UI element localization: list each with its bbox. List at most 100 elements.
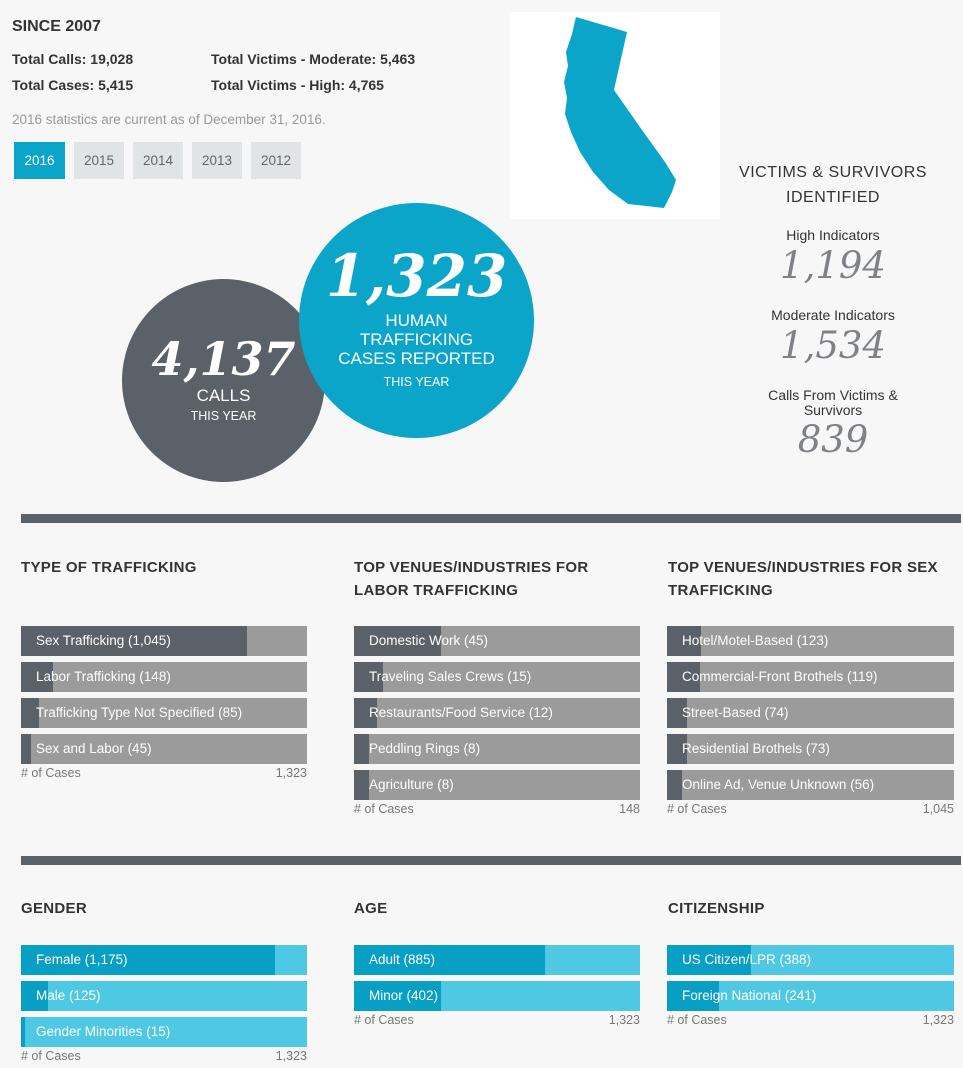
bar-row: Traveling Sales Crews (15) bbox=[354, 662, 640, 692]
bar-row: Sex Trafficking (1,045) bbox=[21, 626, 307, 656]
bar-fill bbox=[667, 981, 719, 1011]
bar-fill bbox=[354, 698, 377, 728]
total-cases: Total Cases: 5,415 bbox=[12, 77, 134, 93]
bar-fill bbox=[21, 981, 48, 1011]
axis-label: # of Cases bbox=[21, 1049, 81, 1063]
bar-label: Agriculture (8) bbox=[369, 777, 454, 792]
bar-row: Male (125) bbox=[21, 981, 307, 1011]
bar-fill bbox=[354, 770, 369, 800]
bar-fill bbox=[354, 734, 369, 764]
bar-fill bbox=[667, 734, 687, 764]
cases-label-line3: CASES REPORTED bbox=[338, 349, 495, 368]
bar-fill bbox=[21, 945, 275, 975]
type-of-trafficking-title: TYPE OF TRAFFICKING bbox=[21, 559, 197, 576]
tab-year-2012[interactable]: 2012 bbox=[251, 142, 301, 179]
bar-label: Sex Trafficking (1,045) bbox=[36, 633, 171, 648]
bar-label: Labor Trafficking (148) bbox=[36, 669, 171, 684]
bar-row: Domestic Work (45) bbox=[354, 626, 640, 656]
bar-label: Trafficking Type Not Specified (85) bbox=[36, 705, 243, 720]
bar-row: Residential Brothels (73) bbox=[667, 734, 954, 764]
sex-venues-title-line2: TRAFFICKING bbox=[668, 582, 773, 599]
tab-year-2013[interactable]: 2013 bbox=[192, 142, 242, 179]
axis-max-label: 148 bbox=[619, 802, 640, 816]
axis-max-label: 1,323 bbox=[275, 766, 307, 780]
bar-fill bbox=[667, 698, 687, 728]
labor-venues-title-line2: LABOR TRAFFICKING bbox=[354, 582, 519, 599]
bar-fill bbox=[667, 662, 700, 692]
cases-label-line1: HUMAN bbox=[385, 311, 448, 330]
since-title: SINCE 2007 bbox=[12, 18, 101, 35]
victim-calls-label-line1: Calls From Victims & bbox=[768, 387, 898, 403]
bar-label: Peddling Rings (8) bbox=[369, 741, 481, 756]
bar-label: Minor (402) bbox=[369, 988, 439, 1003]
bar-fill bbox=[21, 734, 31, 764]
california-map bbox=[510, 12, 720, 219]
tab-year-2015[interactable]: 2015 bbox=[74, 142, 124, 179]
victim-calls-label-line2: Survivors bbox=[803, 402, 863, 418]
bar-fill bbox=[667, 626, 701, 656]
axis-max-label: 1,045 bbox=[922, 802, 954, 816]
sex-venues-title: TOP VENUES/INDUSTRIES FOR SEX TRAFFICKIN… bbox=[668, 556, 938, 602]
axis-label: # of Cases bbox=[354, 802, 414, 816]
bar-label: Sex and Labor (45) bbox=[36, 741, 152, 756]
bar-label: Hotel/Motel-Based (123) bbox=[682, 633, 829, 648]
bar-row: Trafficking Type Not Specified (85) bbox=[21, 698, 307, 728]
bar-fill bbox=[21, 1017, 25, 1047]
california-shape-icon bbox=[564, 17, 676, 208]
bar-row: Restaurants/Food Service (12) bbox=[354, 698, 640, 728]
gender-title: GENDER bbox=[21, 900, 87, 917]
victim-calls-label: Calls From Victims & Survivors bbox=[730, 388, 936, 418]
victims-title: VICTIMS & SURVIVORS IDENTIFIED bbox=[730, 160, 936, 210]
axis-max-label: 1,323 bbox=[608, 1013, 640, 1027]
bar-label: Residential Brothels (73) bbox=[682, 741, 830, 756]
axis-label: # of Cases bbox=[354, 1013, 414, 1027]
calls-number: 4,137 bbox=[151, 332, 296, 386]
bar-row: Female (1,175) bbox=[21, 945, 307, 975]
bar-label: Female (1,175) bbox=[36, 952, 128, 967]
bar-fill bbox=[354, 662, 383, 692]
cases-circle: 1,323 HUMAN TRAFFICKING CASES REPORTED T… bbox=[299, 203, 534, 438]
calls-circle: 4,137 CALLS THIS YEAR bbox=[122, 279, 325, 482]
calls-label: CALLS bbox=[196, 386, 251, 405]
tab-year-2014[interactable]: 2014 bbox=[133, 142, 183, 179]
bar-label: Restaurants/Food Service (12) bbox=[369, 705, 553, 720]
axis-label: # of Cases bbox=[667, 1013, 727, 1027]
bar-label: Online Ad, Venue Unknown (56) bbox=[682, 777, 875, 792]
bar-row: Gender Minorities (15) bbox=[21, 1017, 307, 1047]
stats-note: 2016 statistics are current as of Decemb… bbox=[12, 112, 326, 127]
bar-fill bbox=[21, 626, 247, 656]
bar-row: Agriculture (8) bbox=[354, 770, 640, 800]
cases-number: 1,323 bbox=[325, 242, 508, 310]
bar-label: Male (125) bbox=[36, 988, 101, 1003]
total-calls: Total Calls: 19,028 bbox=[12, 51, 134, 67]
total-victims-moderate: Total Victims - Moderate: 5,463 bbox=[211, 51, 416, 67]
cases-label-line2: TRAFFICKING bbox=[359, 330, 474, 349]
bar-label: Commercial-Front Brothels (119) bbox=[682, 669, 878, 684]
axis-max-label: 1,323 bbox=[275, 1049, 307, 1063]
high-indicators-value: 1,194 bbox=[780, 244, 886, 287]
bar-fill bbox=[667, 770, 682, 800]
bar-row: Street-Based (74) bbox=[667, 698, 954, 728]
bar-fill bbox=[354, 981, 441, 1011]
bar-row: Sex and Labor (45) bbox=[21, 734, 307, 764]
section-divider bbox=[21, 514, 961, 523]
bar-row: US Citizen/LPR (388) bbox=[667, 945, 954, 975]
axis-max-label: 1,323 bbox=[922, 1013, 954, 1027]
labor-venues-title-line1: TOP VENUES/INDUSTRIES FOR bbox=[354, 559, 589, 576]
year-tabs: 2016 2015 2014 2013 2012 bbox=[14, 142, 301, 179]
victims-title-line1: VICTIMS & SURVIVORS bbox=[739, 164, 927, 181]
bar-row: Hotel/Motel-Based (123) bbox=[667, 626, 954, 656]
bar-label: Domestic Work (45) bbox=[369, 633, 489, 648]
axis-label: # of Cases bbox=[667, 802, 727, 816]
high-indicators-label: High Indicators bbox=[786, 227, 880, 243]
bar-label: Foreign National (241) bbox=[682, 988, 817, 1003]
sex-venues-title-line1: TOP VENUES/INDUSTRIES FOR SEX bbox=[668, 559, 938, 576]
calls-sub: THIS YEAR bbox=[190, 409, 257, 423]
tab-year-2016[interactable]: 2016 bbox=[14, 142, 65, 179]
bar-row: Adult (885) bbox=[354, 945, 640, 975]
total-victims-high: Total Victims - High: 4,765 bbox=[211, 77, 384, 93]
bar-label: Traveling Sales Crews (15) bbox=[369, 669, 532, 684]
cases-sub: THIS YEAR bbox=[383, 375, 450, 389]
moderate-indicators-label: Moderate Indicators bbox=[771, 307, 895, 323]
labor-venues-title: TOP VENUES/INDUSTRIES FOR LABOR TRAFFICK… bbox=[354, 556, 589, 602]
